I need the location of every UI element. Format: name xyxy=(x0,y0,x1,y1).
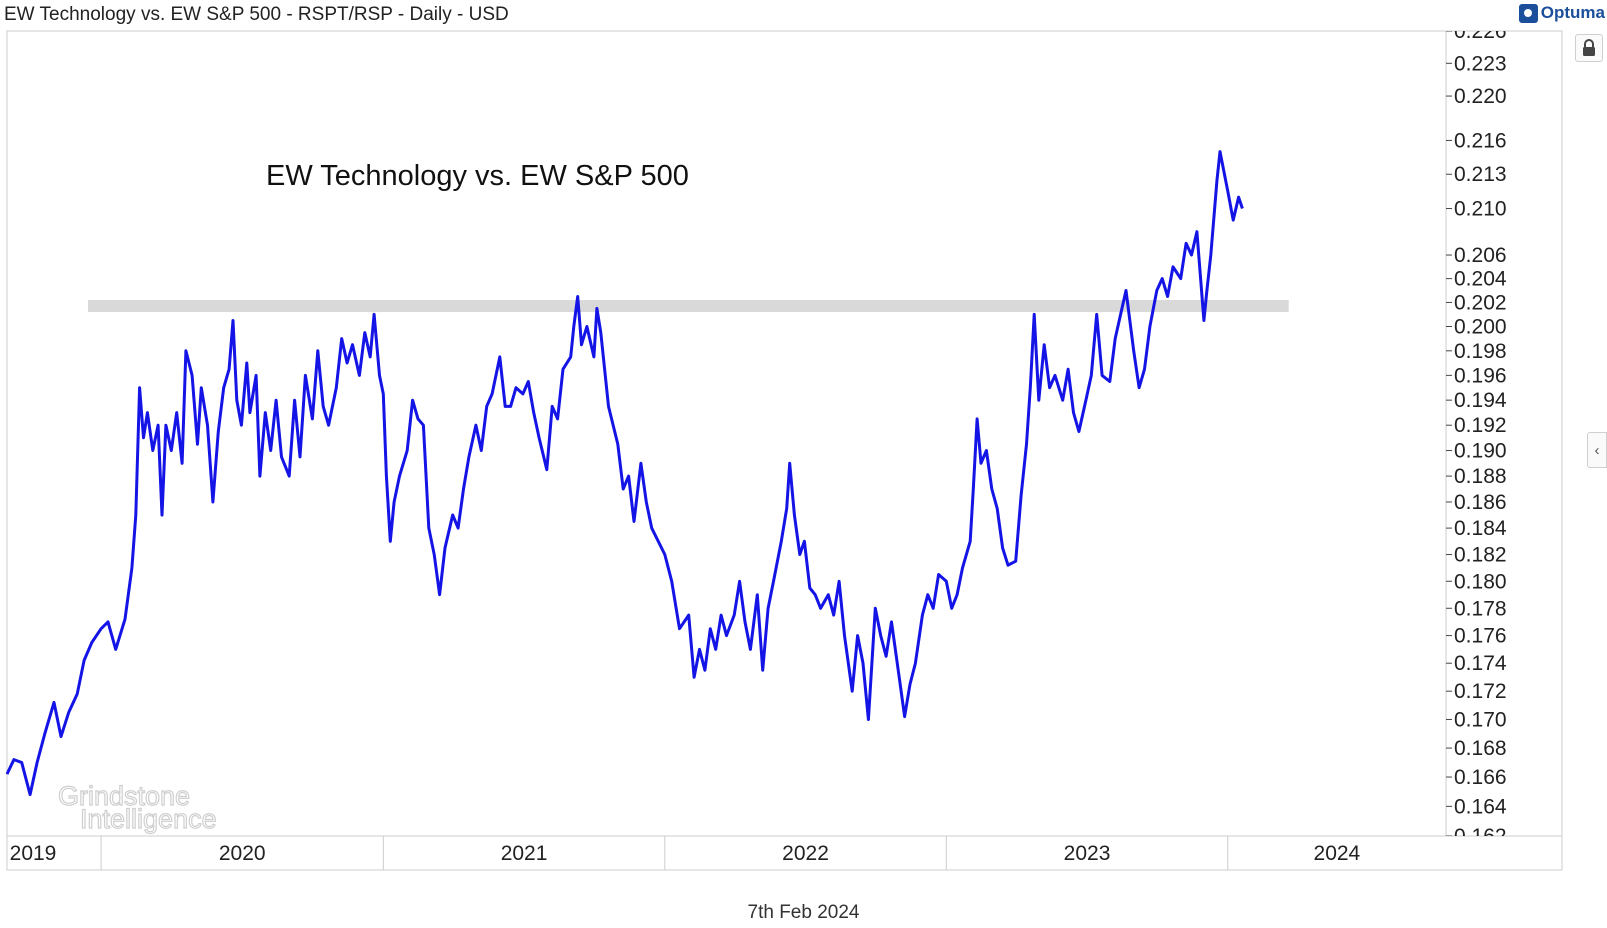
y-tick-label: 0.176 xyxy=(1454,625,1507,648)
watermark-line2: Intelligence xyxy=(80,804,217,834)
optuma-logo-icon xyxy=(1518,3,1538,23)
y-tick-label: 0.202 xyxy=(1454,291,1507,314)
series-line xyxy=(5,150,1244,797)
lock-button[interactable] xyxy=(1575,34,1603,62)
y-tick-label: 0.164 xyxy=(1454,795,1507,818)
y-tick-label: 0.180 xyxy=(1454,570,1507,593)
y-tick-label: 0.186 xyxy=(1454,491,1507,514)
collapse-panel-button[interactable]: ‹ xyxy=(1587,432,1607,468)
chart-frame xyxy=(6,30,1563,871)
y-tick-label: 0.166 xyxy=(1454,766,1507,789)
y-tick-label: 0.188 xyxy=(1454,465,1507,488)
resistance-band xyxy=(87,300,1289,313)
y-tick-label: 0.220 xyxy=(1454,85,1507,108)
x-tick-label: 2023 xyxy=(1064,842,1111,865)
y-tick-label: 0.182 xyxy=(1454,544,1507,567)
y-axis: 0.226 0.223 0.220 0.216 0.213 0.210 0.2060.204… xyxy=(1446,20,1507,848)
watermark: Grindstone Intelligence xyxy=(57,780,217,834)
y-tick-label: 0.194 xyxy=(1454,389,1507,412)
x-tick-label: 2019 xyxy=(10,842,57,865)
brand-logo: Optuma xyxy=(1518,3,1605,23)
y-tick-label: 0.172 xyxy=(1454,680,1507,703)
y-tick-label: 0.174 xyxy=(1454,652,1507,675)
x-tick-label: 2020 xyxy=(219,842,266,865)
y-tick-label: 0.200 xyxy=(1454,316,1507,339)
x-tick-label: 2024 xyxy=(1314,842,1361,865)
chart-title: EW Technology vs. EW S&P 500 xyxy=(266,160,689,192)
chart-header-title: EW Technology vs. EW S&P 500 - RSPT/RSP … xyxy=(4,4,509,25)
x-tick-label: 2021 xyxy=(501,842,548,865)
y-tick-label: 0.210 xyxy=(1454,198,1507,221)
y-tick-label: 0.216 xyxy=(1454,129,1507,152)
y-tick-label: 0.178 xyxy=(1454,597,1507,620)
y-tick-label: 0.204 xyxy=(1454,268,1507,291)
chevron-left-icon: ‹ xyxy=(1594,441,1600,459)
y-tick-label: 0.190 xyxy=(1454,440,1507,463)
y-tick-label: 0.223 xyxy=(1454,52,1507,75)
y-tick-label: 0.168 xyxy=(1454,737,1507,760)
brand-name: Optuma xyxy=(1540,3,1605,22)
y-tick-label: 0.184 xyxy=(1454,517,1507,540)
y-tick-label: 0.170 xyxy=(1454,708,1507,731)
lock-icon xyxy=(1583,39,1595,56)
y-tick-label: 0.206 xyxy=(1454,244,1507,267)
y-tick-label: 0.162 xyxy=(1454,825,1507,848)
plot-border xyxy=(6,30,1563,871)
x-axis: 2019 2020 2021 2022 2023 2024 xyxy=(10,836,1361,870)
resistance-band-layer xyxy=(87,300,1289,313)
series-layer xyxy=(5,150,1244,797)
footer-date: 7th Feb 2024 xyxy=(747,902,860,923)
y-tick-label: 0.196 xyxy=(1454,364,1507,387)
x-tick-label: 2022 xyxy=(782,842,829,865)
y-tick-label: 0.198 xyxy=(1454,340,1507,363)
y-tick-label: 0.213 xyxy=(1454,163,1507,186)
y-tick-label: 0.226 xyxy=(1454,20,1507,43)
watermark-line1: Grindstone xyxy=(58,781,190,811)
y-tick-label: 0.192 xyxy=(1454,414,1507,437)
